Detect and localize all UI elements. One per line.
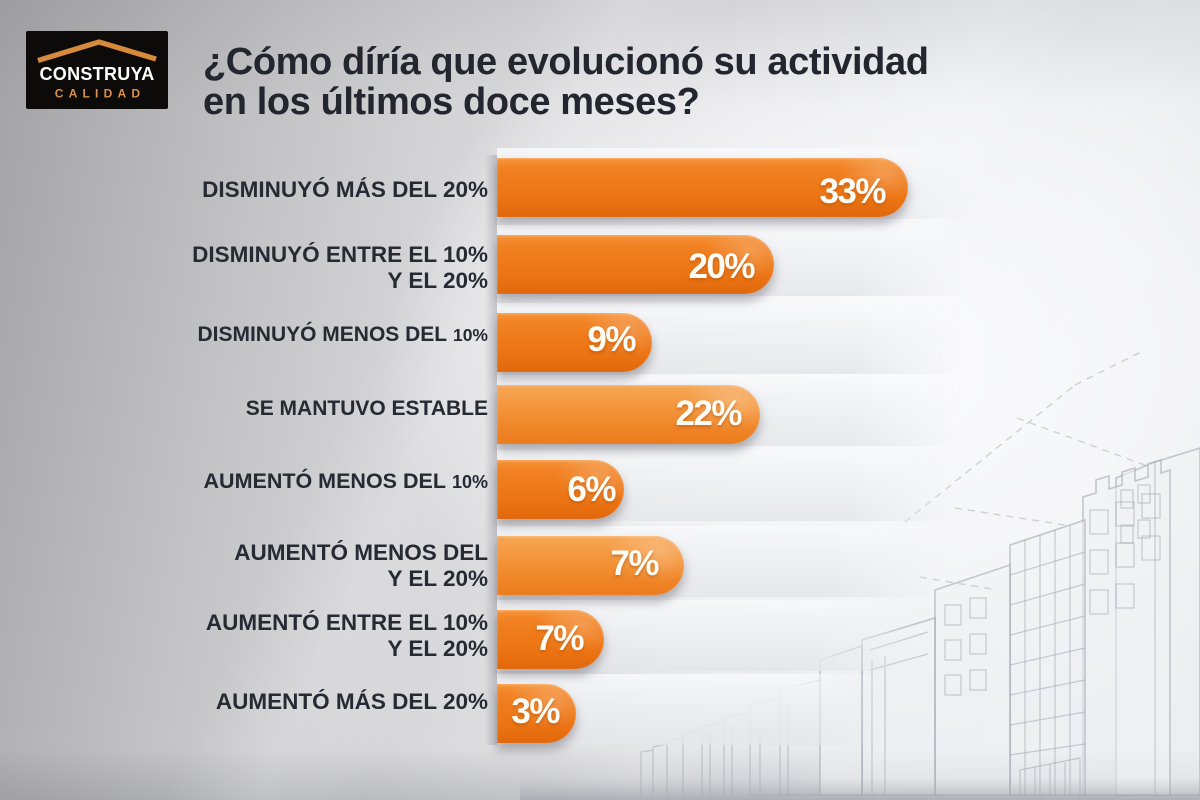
svg-text:CONSTRUYA: CONSTRUYA xyxy=(39,64,154,84)
svg-text:CALIDAD: CALIDAD xyxy=(55,87,145,101)
